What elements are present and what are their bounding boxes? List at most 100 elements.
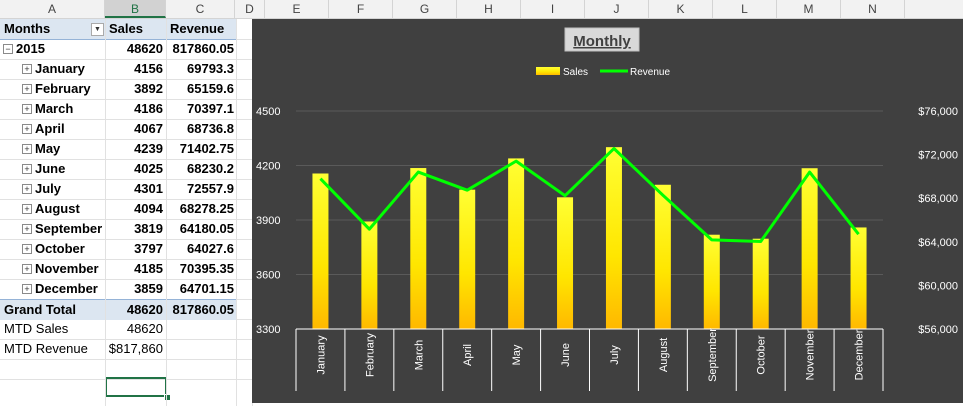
pivot-month-row[interactable]: + May 4239 71402.75: [0, 139, 236, 159]
mtd-sales-label[interactable]: MTD Sales: [4, 321, 69, 336]
month-sales[interactable]: 4067: [134, 121, 163, 136]
month-revenue[interactable]: 70395.35: [179, 261, 234, 276]
expand-icon[interactable]: +: [22, 204, 32, 214]
month-revenue[interactable]: 68230.2: [187, 161, 234, 176]
y-right-tick-label: $68,000: [918, 193, 958, 205]
month-sales[interactable]: 4301: [134, 181, 163, 196]
month-revenue[interactable]: 72557.9: [187, 181, 234, 196]
month-label[interactable]: + April: [4, 119, 104, 139]
filter-dropdown-icon[interactable]: ▼: [91, 23, 104, 36]
month-revenue[interactable]: 64701.15: [179, 281, 234, 296]
pivot-month-row[interactable]: + December 3859 64701.15: [0, 279, 236, 299]
pivot-month-row[interactable]: + August 4094 68278.25: [0, 199, 236, 219]
grand-total-label[interactable]: Grand Total: [4, 302, 76, 317]
expand-icon[interactable]: +: [22, 164, 32, 174]
grand-total-sales[interactable]: 48620: [126, 302, 163, 317]
month-revenue[interactable]: 70397.1: [187, 101, 234, 116]
month-revenue[interactable]: 68736.8: [187, 121, 234, 136]
pivot-month-row[interactable]: + July 4301 72557.9: [0, 179, 236, 199]
grand-total-revenue[interactable]: 817860.05: [172, 302, 234, 317]
month-label[interactable]: + November: [4, 259, 104, 279]
column-header-j[interactable]: J: [585, 0, 649, 18]
pivot-year-revenue[interactable]: 817860.05: [172, 41, 234, 56]
pivot-month-row[interactable]: + September 3819 64180.05: [0, 219, 236, 239]
pivot-year-row[interactable]: −2015 48620 817860.05: [0, 39, 236, 59]
expand-icon[interactable]: +: [22, 184, 32, 194]
month-sales[interactable]: 4094: [134, 201, 163, 216]
pivot-year-label[interactable]: −2015: [3, 39, 103, 59]
month-text: January: [35, 61, 85, 76]
expand-icon[interactable]: +: [22, 224, 32, 234]
month-revenue[interactable]: 64180.05: [179, 221, 234, 236]
column-header-k[interactable]: K: [649, 0, 713, 18]
expand-icon[interactable]: +: [22, 244, 32, 254]
collapse-icon[interactable]: −: [3, 44, 13, 54]
month-label[interactable]: + December: [4, 279, 104, 299]
month-label[interactable]: + October: [4, 239, 104, 259]
expand-icon[interactable]: +: [22, 104, 32, 114]
month-label[interactable]: + September: [4, 219, 104, 239]
pivot-header-revenue[interactable]: Revenue: [170, 21, 225, 36]
month-sales[interactable]: 3859: [134, 281, 163, 296]
month-label[interactable]: + August: [4, 199, 104, 219]
grid-line: [0, 259, 252, 260]
month-revenue[interactable]: 65159.6: [187, 81, 234, 96]
active-cell-selection[interactable]: [105, 377, 167, 397]
month-sales[interactable]: 4156: [134, 61, 163, 76]
month-label[interactable]: + May: [4, 139, 104, 159]
expand-icon[interactable]: +: [22, 84, 32, 94]
mtd-sales-value[interactable]: 48620: [126, 321, 163, 336]
pivot-header-sales[interactable]: Sales: [109, 21, 143, 36]
month-sales[interactable]: 4239: [134, 141, 163, 156]
expand-icon[interactable]: +: [22, 264, 32, 274]
column-header-d[interactable]: D: [235, 0, 265, 18]
fill-handle[interactable]: [164, 394, 171, 401]
column-header-h[interactable]: H: [457, 0, 521, 18]
column-header-m[interactable]: M: [777, 0, 841, 18]
worksheet-grid[interactable]: Months ▼ Sales Revenue −2015 48620 81786…: [0, 19, 963, 406]
expand-icon[interactable]: +: [22, 124, 32, 134]
expand-icon[interactable]: +: [22, 144, 32, 154]
month-revenue[interactable]: 69793.3: [187, 61, 234, 76]
column-header-n[interactable]: N: [841, 0, 905, 18]
month-revenue[interactable]: 64027.6: [187, 241, 234, 256]
month-sales[interactable]: 3797: [134, 241, 163, 256]
pivot-month-row[interactable]: + March 4186 70397.1: [0, 99, 236, 119]
monthly-chart[interactable]: 4500 4200 3900 3600 3300 $76,000 $72,000 $68,00…: [252, 19, 963, 403]
month-label[interactable]: + July: [4, 179, 104, 199]
mtd-revenue-label[interactable]: MTD Revenue: [4, 341, 88, 356]
mtd-sales-row: MTD Sales 48620: [0, 319, 236, 339]
month-sales[interactable]: 4025: [134, 161, 163, 176]
month-label[interactable]: + March: [4, 99, 104, 119]
mtd-revenue-value[interactable]: $817,860: [108, 341, 163, 356]
chart-canvas: 4500 4200 3900 3600 3300 $76,000 $72,000 $68,00…: [256, 27, 958, 391]
month-sales[interactable]: 3819: [134, 221, 163, 236]
month-label[interactable]: + June: [4, 159, 104, 179]
month-revenue[interactable]: 68278.25: [179, 201, 234, 216]
month-label[interactable]: + February: [4, 79, 104, 99]
month-label[interactable]: + January: [4, 59, 104, 79]
column-header-e[interactable]: E: [265, 0, 329, 18]
pivot-header-months[interactable]: Months: [4, 21, 51, 36]
pivot-month-row[interactable]: + November 4185 70395.35: [0, 259, 236, 279]
month-sales[interactable]: 3892: [134, 81, 163, 96]
column-header-c[interactable]: C: [166, 0, 235, 18]
month-revenue[interactable]: 71402.75: [179, 141, 234, 156]
column-header-g[interactable]: G: [393, 0, 457, 18]
pivot-month-row[interactable]: + April 4067 68736.8: [0, 119, 236, 139]
pivot-year-sales[interactable]: 48620: [126, 41, 163, 56]
column-header-i[interactable]: I: [521, 0, 585, 18]
sales-bar: [312, 173, 329, 329]
column-header-l[interactable]: L: [713, 0, 777, 18]
pivot-month-row[interactable]: + October 3797 64027.6: [0, 239, 236, 259]
month-sales[interactable]: 4185: [134, 261, 163, 276]
expand-icon[interactable]: +: [22, 64, 32, 74]
column-header-b[interactable]: B: [105, 0, 166, 18]
column-header-f[interactable]: F: [329, 0, 393, 18]
pivot-month-row[interactable]: + February 3892 65159.6: [0, 79, 236, 99]
column-header-a[interactable]: A: [0, 0, 105, 18]
pivot-month-row[interactable]: + January 4156 69793.3: [0, 59, 236, 79]
expand-icon[interactable]: +: [22, 284, 32, 294]
pivot-month-row[interactable]: + June 4025 68230.2: [0, 159, 236, 179]
month-sales[interactable]: 4186: [134, 101, 163, 116]
